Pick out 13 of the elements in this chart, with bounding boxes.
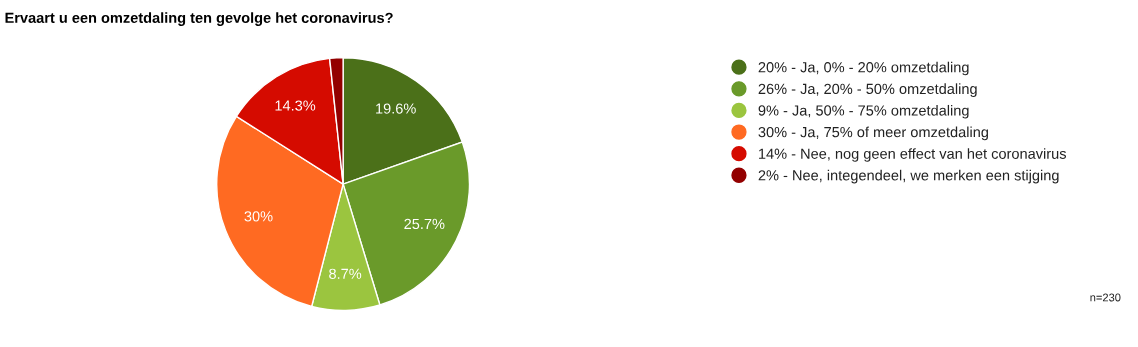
legend-label: 26% - Ja, 20% - 50% omzetdaling (758, 83, 977, 97)
data-label: 14.3% (275, 100, 316, 111)
data-label: 19.6% (376, 103, 416, 114)
legend-label: 20% - Ja, 0% - 20% omzetdaling (758, 61, 969, 76)
data-label: 8.7% (329, 268, 362, 279)
legend-label: 30% - Ja, 75% of meer omzetdaling (758, 126, 988, 141)
data-label: 25.7% (404, 218, 445, 230)
legend-label: 2% - Nee, integendeel, we merken een stijging (758, 169, 1059, 184)
text: n=230 (1090, 293, 1121, 302)
legend-label: 9% - Ja, 50% - 75% omzetdaling (758, 104, 969, 119)
chart-title: Ervaart u een omzetdaling ten gevolge het coronavirus? (5, 12, 393, 26)
data-label: 30% (244, 211, 273, 222)
legend-label: 14% - Nee, nog geen effect van het coronavirus (759, 148, 1067, 162)
